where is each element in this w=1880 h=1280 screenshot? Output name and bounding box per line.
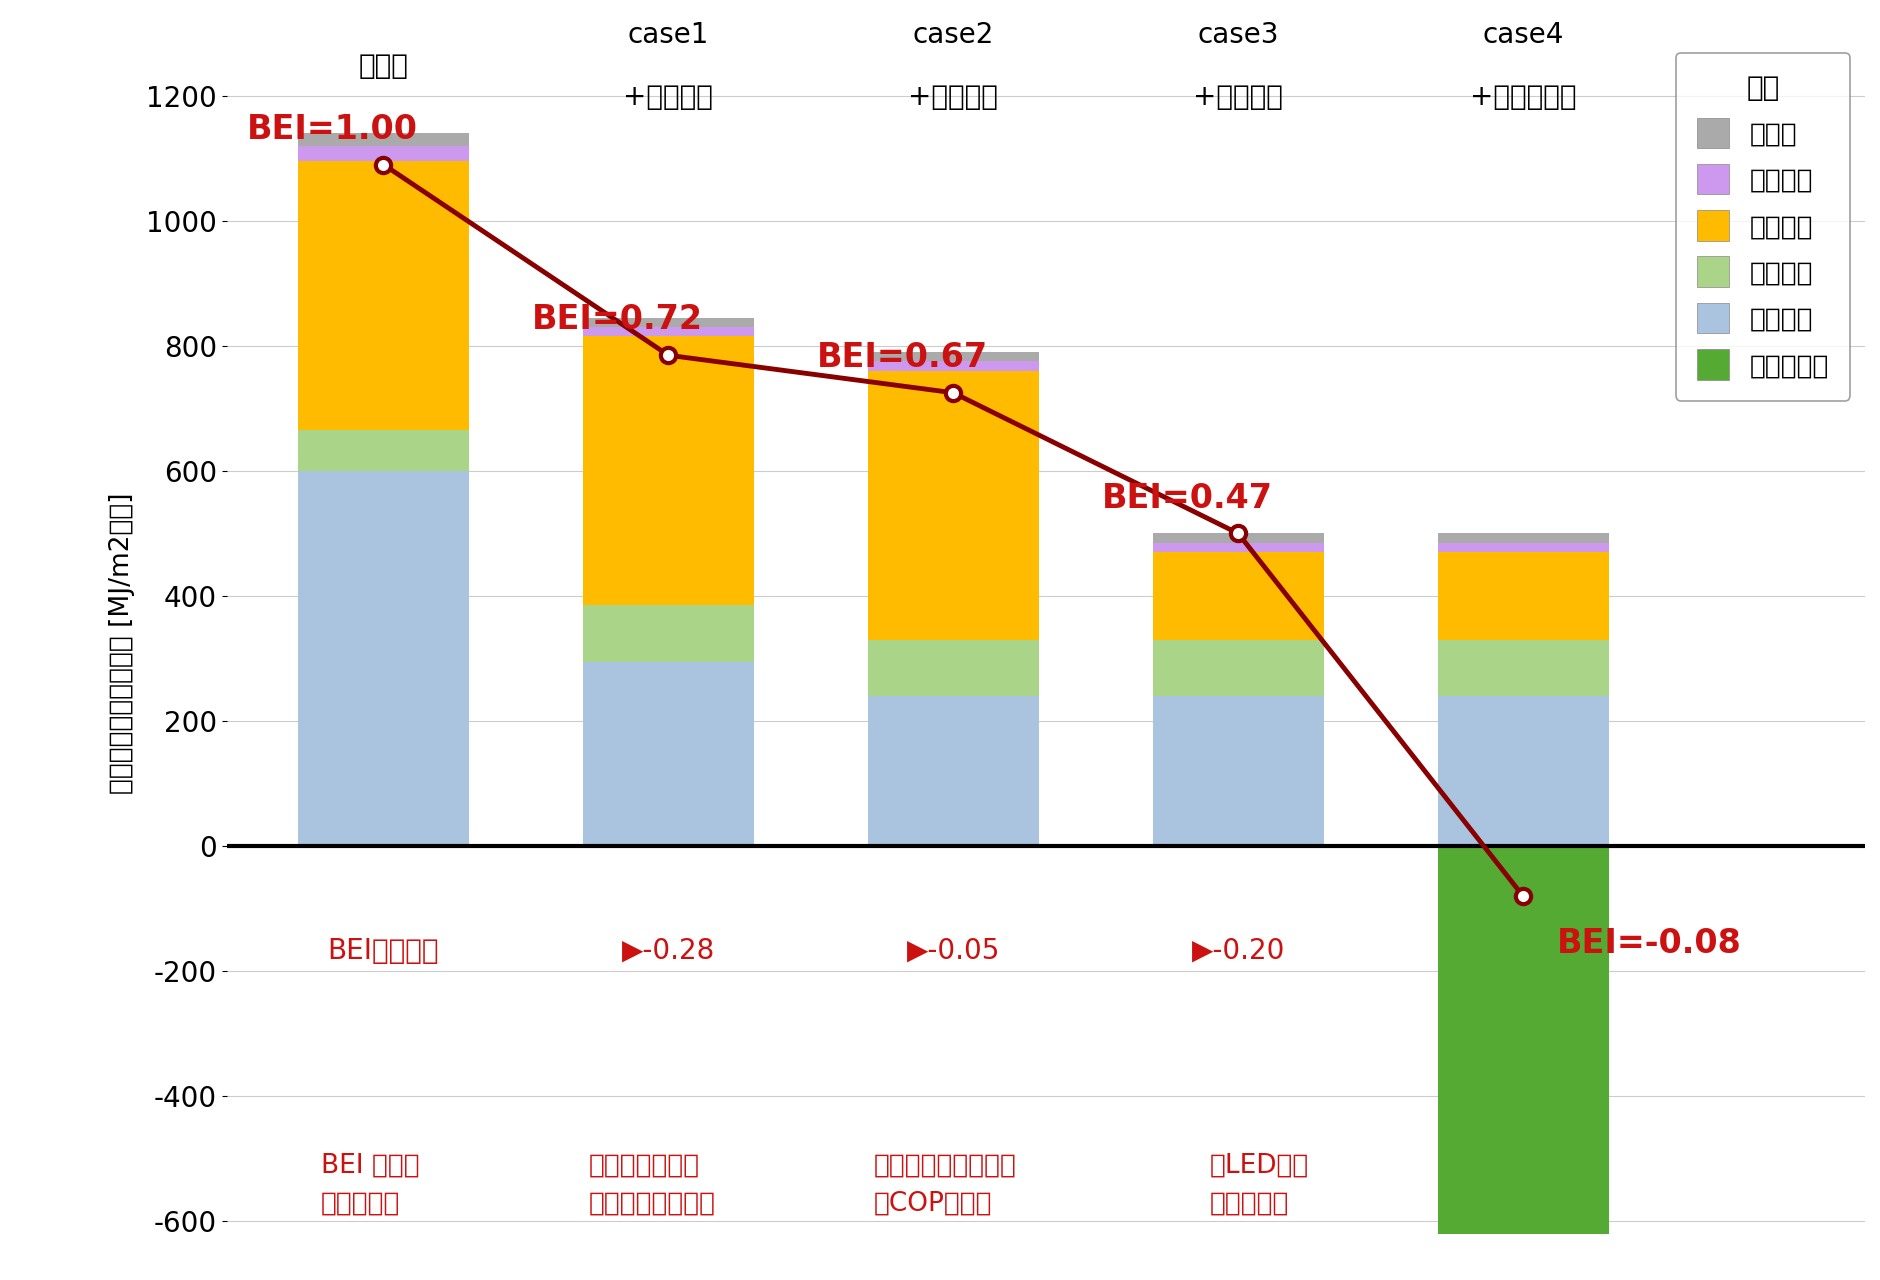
- Bar: [869, 696, 1040, 846]
- Text: ・高効率個別空調機
・COPの向上: ・高効率個別空調機 ・COPの向上: [874, 1152, 1017, 1216]
- Text: +外皮改修: +外皮改修: [624, 83, 713, 111]
- Bar: [583, 662, 754, 846]
- Text: +太陽光発電: +太陽光発電: [1470, 83, 1575, 111]
- Text: ▶-0.28: ▶-0.28: [622, 937, 714, 965]
- Text: ▶-0.05: ▶-0.05: [906, 937, 1000, 965]
- Bar: [297, 146, 468, 161]
- Bar: [1152, 696, 1324, 846]
- Bar: [1152, 534, 1324, 543]
- Text: BEI=0.67: BEI=0.67: [816, 340, 987, 374]
- Text: ▶-0.20: ▶-0.20: [1192, 937, 1284, 965]
- Bar: [1438, 696, 1609, 846]
- Text: case4: case4: [1483, 20, 1564, 49]
- Bar: [297, 133, 468, 146]
- Text: 基準値: 基準値: [359, 52, 408, 81]
- Bar: [1152, 640, 1324, 696]
- Text: BEI 低減に
有効な要素: BEI 低減に 有効な要素: [321, 1152, 419, 1216]
- Text: +空調改修: +空調改修: [908, 83, 998, 111]
- Bar: [1152, 552, 1324, 640]
- Bar: [583, 337, 754, 605]
- Text: case1: case1: [628, 20, 709, 49]
- Text: ・外壁断熱補強
・庇の日除け効果: ・外壁断熱補強 ・庇の日除け効果: [588, 1152, 716, 1216]
- Bar: [869, 361, 1040, 371]
- Bar: [869, 371, 1040, 640]
- Bar: [297, 430, 468, 471]
- Y-axis label: 一次エネルギー消費量 [MJ/m2・年]: 一次エネルギー消費量 [MJ/m2・年]: [109, 492, 135, 794]
- Text: BEI=0.47: BEI=0.47: [1102, 481, 1273, 515]
- Text: BEI=-0.08: BEI=-0.08: [1557, 927, 1743, 960]
- Text: case2: case2: [912, 20, 995, 49]
- Legend: 昇降機, 給湯設備, 照明設備, 換気設備, 空調設備, 効率化設備: 昇降機, 給湯設備, 照明設備, 換気設備, 空調設備, 効率化設備: [1675, 52, 1850, 401]
- Bar: [1152, 543, 1324, 552]
- Bar: [1438, 640, 1609, 696]
- Text: BEI=1.00: BEI=1.00: [246, 113, 417, 146]
- Bar: [1438, 552, 1609, 640]
- Bar: [297, 471, 468, 846]
- Text: +照明改修: +照明改修: [1194, 83, 1284, 111]
- Bar: [1438, 846, 1609, 1234]
- Text: BEI=0.72: BEI=0.72: [532, 303, 703, 337]
- Bar: [583, 605, 754, 662]
- Text: BEIの低減値: BEIの低減値: [327, 937, 440, 965]
- Bar: [583, 328, 754, 337]
- Bar: [297, 161, 468, 430]
- Bar: [1438, 534, 1609, 543]
- Bar: [583, 317, 754, 328]
- Text: ・LED照明
・調光制御: ・LED照明 ・調光制御: [1209, 1152, 1308, 1216]
- Bar: [1438, 543, 1609, 552]
- Text: case3: case3: [1198, 20, 1278, 49]
- Bar: [869, 352, 1040, 361]
- Bar: [869, 640, 1040, 696]
